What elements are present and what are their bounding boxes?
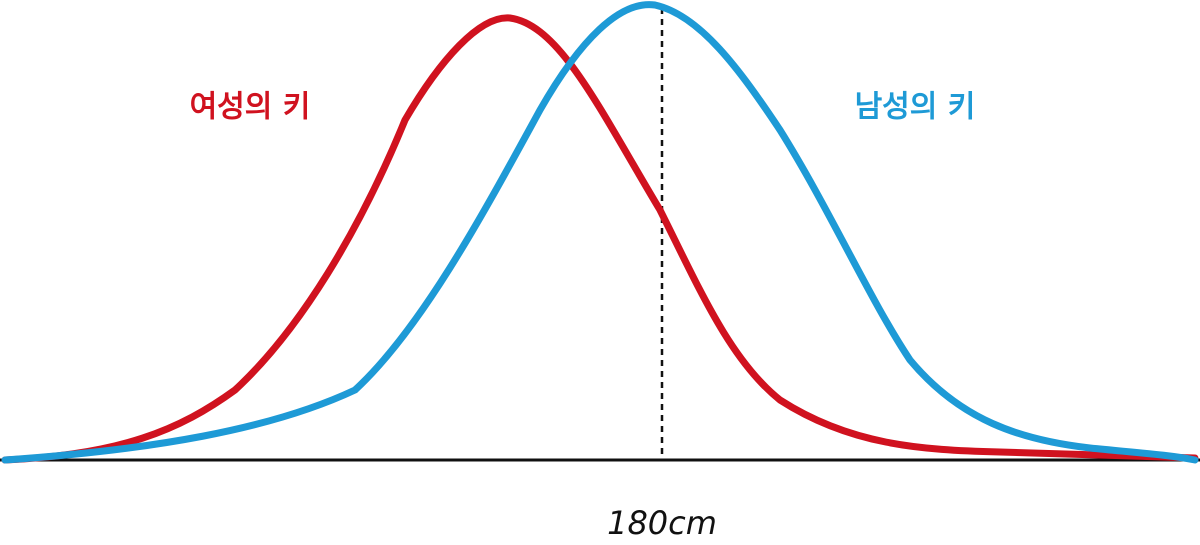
female-label: 여성의 키	[190, 90, 311, 125]
marker-label: 180cm	[607, 504, 717, 542]
male-label: 남성의 키	[855, 90, 976, 125]
male-curve	[1, 1, 1199, 464]
female-curve	[1, 14, 1199, 464]
